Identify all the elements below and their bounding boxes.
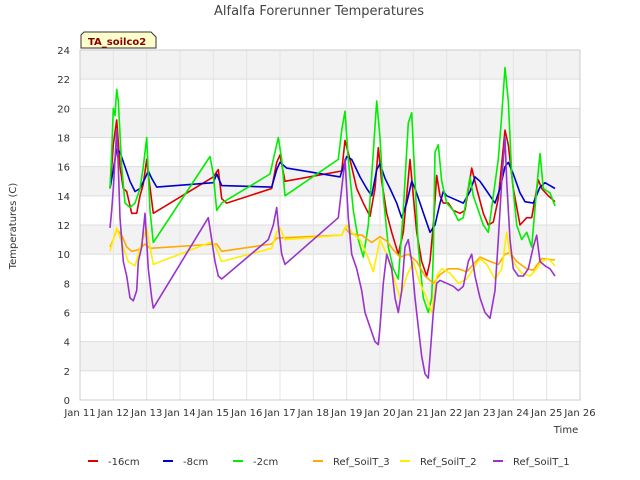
x-tick-label: Jan 25 (530, 408, 562, 419)
x-tick-label: Jan 15 (197, 408, 229, 419)
y-tick-label: 20 (57, 104, 70, 115)
series-line (109, 129, 556, 379)
legend-label: Ref_SoilT_3 (333, 457, 390, 468)
x-tick-label: Jan 13 (130, 408, 162, 419)
grid-band (80, 225, 580, 255)
x-tick-label: Jan 14 (163, 408, 195, 419)
x-axis-label: Time (553, 425, 578, 436)
legend-label: Ref_SoilT_1 (513, 457, 570, 468)
y-tick-label: 4 (64, 338, 70, 349)
legend-label: -2cm (253, 457, 278, 468)
x-tick-label: Jan 26 (563, 408, 595, 419)
y-tick-label: 18 (57, 134, 70, 145)
grid-band (80, 283, 580, 313)
y-axis-label: Temperatures (C) (8, 183, 19, 271)
x-tick-label: Jan 11 (63, 408, 95, 419)
y-tick-label: 6 (64, 309, 70, 320)
x-tick-label: Jan 23 (463, 408, 495, 419)
legend-label: -8cm (183, 457, 208, 468)
y-tick-label: 12 (57, 221, 70, 232)
y-tick-label: 8 (64, 279, 70, 290)
legend-label: -16cm (108, 457, 140, 468)
y-tick-label: 0 (64, 396, 70, 407)
grid-band (80, 166, 580, 196)
x-tick-label: Jan 16 (230, 408, 262, 419)
annotation-label: TA_soilco2 (88, 37, 146, 48)
y-tick-label: 16 (57, 163, 70, 174)
y-tick-label: 22 (57, 75, 70, 86)
x-tick-label: Jan 17 (263, 408, 295, 419)
series-line (109, 119, 556, 277)
annotation-box: TA_soilco2 (80, 31, 157, 49)
y-tick-label: 14 (57, 192, 70, 203)
x-tick-label: Jan 18 (297, 408, 329, 419)
grid-band (80, 50, 580, 80)
annotation-frame (80, 31, 157, 49)
chart-title: Alfalfa Forerunner Temperatures (214, 4, 424, 19)
legend-label: Ref_SoilT_2 (420, 457, 477, 468)
legend: -16cm -8cm -2cm Ref_SoilT_3 Ref_SoilT_2 Ref_S… (88, 457, 570, 468)
series-line (109, 66, 556, 314)
x-axis-ticks: Jan 11 Jan 12 Jan 13 Jan 14 Jan 15 Jan 16 Jan … (63, 408, 595, 419)
x-tick-label: Jan 12 (97, 408, 129, 419)
grid-band (80, 108, 580, 138)
series-lines (109, 66, 556, 379)
series-line (109, 227, 556, 285)
y-tick-label: 24 (57, 46, 70, 57)
x-tick-label: Jan 20 (363, 408, 395, 419)
y-tick-label: 2 (64, 367, 70, 378)
y-tick-label: 10 (57, 250, 70, 261)
x-tick-label: Jan 19 (330, 408, 362, 419)
x-tick-label: Jan 24 (497, 408, 529, 419)
x-tick-label: Jan 21 (397, 408, 429, 419)
x-tick-label: Jan 22 (430, 408, 462, 419)
plot-background-bands (80, 50, 580, 371)
plot-area (79, 49, 581, 401)
grid-band (80, 341, 580, 371)
